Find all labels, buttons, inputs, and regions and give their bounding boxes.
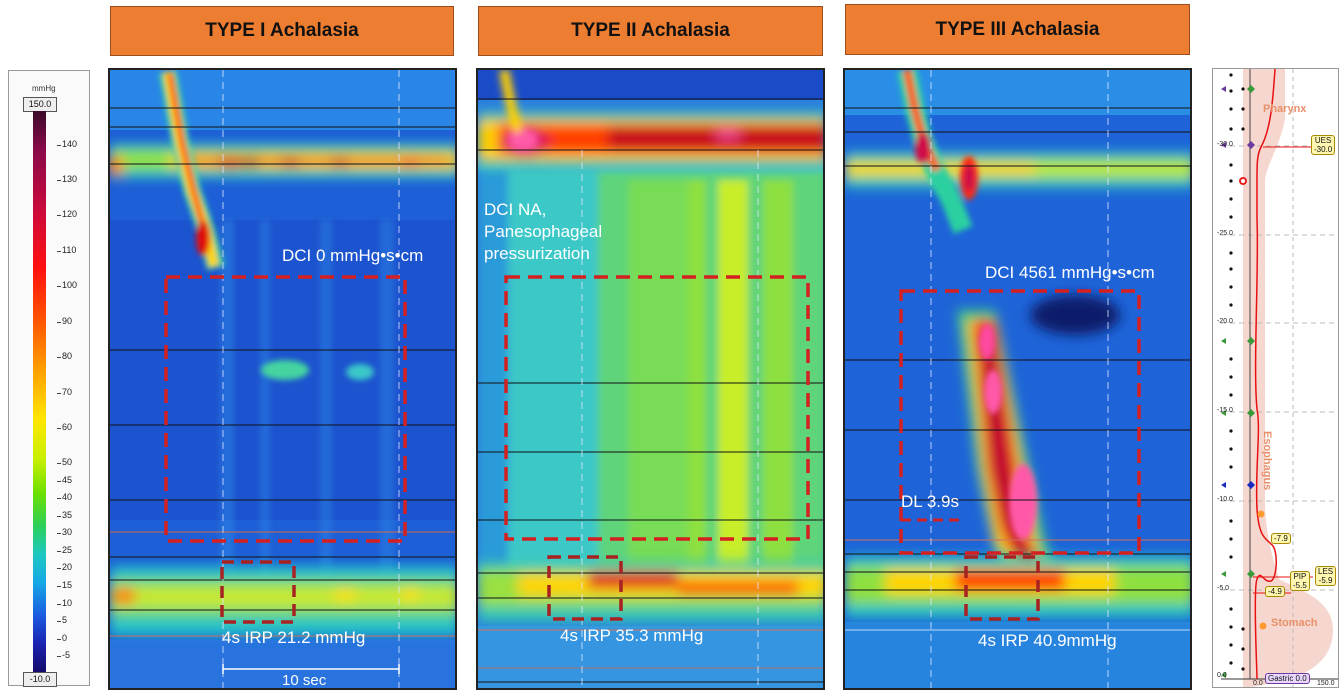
pip-tag: PIP -5.5 — [1290, 571, 1310, 591]
sensor-position-panel: Pharynx Esophagus Stomach -30.0 -25.0 -20.… — [1212, 68, 1339, 688]
colorbar-tick-label: 50 — [56, 457, 73, 467]
pharynx-label: Pharynx — [1263, 103, 1307, 115]
colorbar-unit: mmHg — [32, 84, 56, 93]
colorbar-tick-label: 100 — [56, 280, 78, 290]
depth-axis-label: -25.0 — [1217, 230, 1233, 237]
dci-box-type-2 — [504, 275, 810, 541]
dci-label-type-3: DCI 4561 mmHg•s•cm — [985, 263, 1155, 282]
topography-plot-type-3: DCI 4561 mmHg•s•cm DL 3.9s 4s IRP 40.9mm… — [843, 68, 1192, 690]
irp-box-type-1 — [220, 560, 296, 624]
depth-axis-label: -20.0 — [1217, 318, 1233, 325]
colorbar-tick-label: 5 — [56, 615, 68, 625]
colorbar-tick-label: -5 — [56, 650, 71, 660]
colorbar-min: -10.0 — [23, 672, 57, 687]
scale-right-label: 150.0 — [1317, 680, 1335, 687]
colorbar-tick-label: 110 — [56, 245, 77, 255]
colorbar-tick-label: 30 — [56, 527, 73, 537]
stomach-label: Stomach — [1271, 617, 1318, 629]
colorbar-tick-label: 25 — [56, 545, 73, 555]
colorbar-tick-label: 0 — [56, 633, 68, 643]
depth-axis-label: -30.0 — [1217, 141, 1233, 148]
depth-axis-label: 0.0 — [1217, 672, 1227, 679]
dci-label-type-1: DCI 0 mmHg•s•cm — [282, 246, 424, 265]
panel-2-title: TYPE II Achalasia — [478, 6, 823, 56]
tag-minus-4-9: -4.9 — [1265, 586, 1285, 597]
scale-left-label: 0.0 — [1253, 680, 1263, 687]
irp-box-type-3 — [964, 555, 1040, 621]
time-scale-label: 10 sec — [282, 672, 327, 689]
colorbar-tick-label: 40 — [56, 492, 73, 502]
esophagus-label: Esophagus — [1261, 431, 1273, 491]
irp-label-type-1: 4s IRP 21.2 mmHg — [222, 628, 366, 647]
les-tag: LES -5.9 — [1315, 566, 1337, 586]
colorbar-tick-label: 70 — [56, 387, 73, 397]
topography-type-1-image — [110, 70, 455, 688]
colorbar-tick-label: 130 — [56, 174, 78, 184]
depth-axis-label: -15.0 — [1217, 407, 1233, 414]
depth-axis-label: -10.0 — [1217, 496, 1233, 503]
colorbar-tick-label: 80 — [56, 351, 73, 361]
topography-plot-type-1: DCI 0 mmHg•s•cm 4s IRP 21.2 mmHg 10 sec — [108, 68, 457, 690]
colorbar-tick-label: 120 — [56, 209, 78, 219]
colorbar-tick-label: 60 — [56, 422, 73, 432]
dci-label-type-2-line-2: Panesophageal — [484, 222, 603, 241]
colorbar-tick-label: 45 — [56, 475, 73, 485]
dci-box-type-3 — [899, 289, 1141, 555]
ues-tag: UES -30.0 — [1311, 135, 1336, 155]
gastric-tag: Gastric 0.0 — [1265, 673, 1310, 684]
tag-minus-7-9: -7.9 — [1271, 533, 1291, 544]
colorbar-tick-label: 140 — [56, 139, 78, 149]
dci-box-type-1 — [164, 275, 407, 543]
dci-label-type-2-line-3: pressurization — [484, 244, 590, 263]
colorbar-tick-label: 90 — [56, 316, 73, 326]
dci-label-type-2-line-1: DCI NA, — [484, 200, 547, 219]
depth-axis-label: -5.0 — [1217, 585, 1230, 592]
panel-3-title: TYPE III Achalasia — [845, 4, 1190, 55]
colorbar-tick-label: 35 — [56, 510, 73, 520]
colorbar-gradient — [33, 111, 46, 672]
irp-label-type-3: 4s IRP 40.9mmHg — [978, 631, 1117, 650]
colorbar-tick-label: 20 — [56, 562, 73, 572]
topography-type-2-image — [478, 70, 823, 688]
colorbar-tick-label: 10 — [56, 598, 73, 608]
topography-plot-type-2: DCI NA, Panesophageal pressurization 4s … — [476, 68, 825, 690]
dl-label-type-3: DL 3.9s — [901, 492, 959, 511]
colorbar-frame — [8, 70, 90, 686]
sensor-profile-image — [1221, 69, 1338, 687]
colorbar-max: 150.0 — [23, 97, 57, 112]
colorbar-tick-label: 15 — [56, 580, 73, 590]
topography-type-3-image — [845, 70, 1190, 688]
panel-1-title: TYPE I Achalasia — [110, 6, 454, 56]
irp-box-type-2 — [547, 555, 623, 621]
irp-label-type-2: 4s IRP 35.3 mmHg — [560, 626, 704, 645]
